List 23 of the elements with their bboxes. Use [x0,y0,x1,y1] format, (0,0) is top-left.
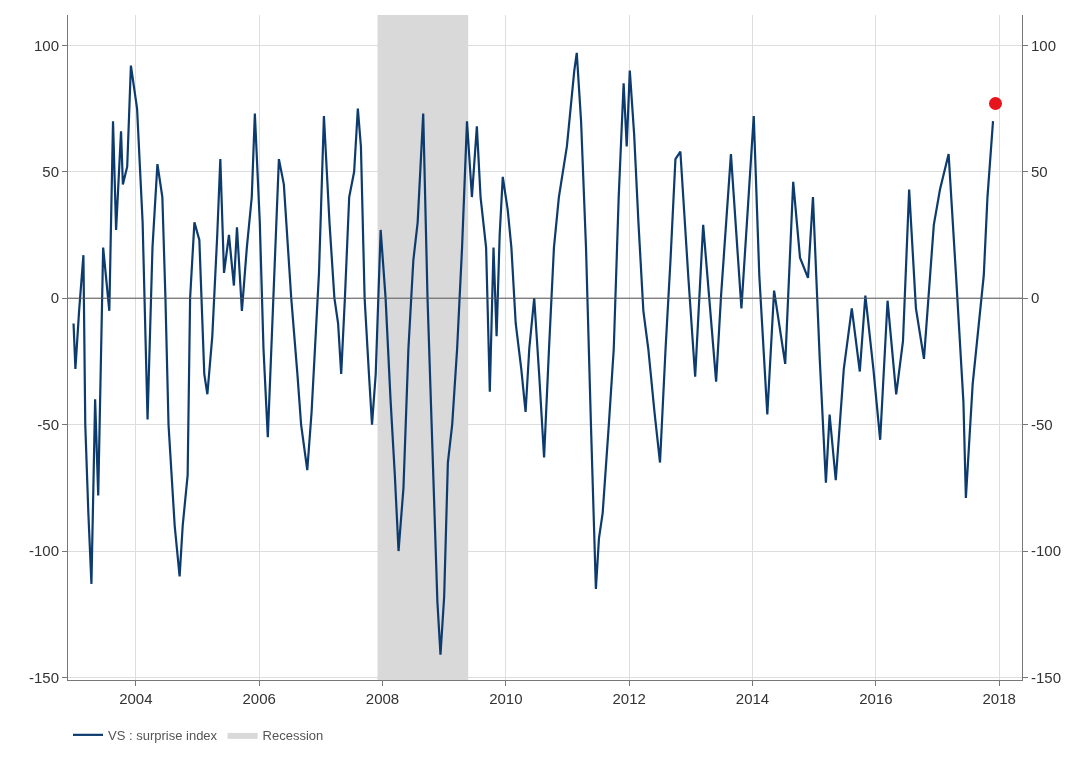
x-tick-label: 2014 [735,690,770,707]
y2-tick-label: 100 [1031,36,1057,54]
x-tick-label: 2006 [242,690,276,707]
y2-tick-label: -100 [1031,542,1062,560]
legend-label: VS : surprise index [108,727,218,743]
x-tick-label: 2016 [859,690,893,707]
y2-tick-label: -150 [1031,668,1062,686]
y2-tick-label: 0 [1031,289,1040,307]
y-tick-label: 0 [50,289,59,307]
y2-tick-label: -50 [1031,415,1053,433]
y2-tick-label: 50 [1031,163,1048,181]
y-tick-label: -50 [37,415,59,433]
x-tick-label: 2018 [982,690,1016,707]
y-tick-label: 50 [42,163,59,181]
y-tick-label: 100 [33,36,59,54]
x-tick-label: 2004 [119,690,153,707]
x-tick-label: 2012 [612,690,646,707]
y-tick-label: -150 [28,668,59,686]
legend-label: Recession [262,727,324,743]
x-tick-label: 2008 [365,690,400,707]
x-tick-label: 2010 [489,690,523,707]
y-tick-label: -100 [28,542,59,560]
line-series [72,51,995,656]
